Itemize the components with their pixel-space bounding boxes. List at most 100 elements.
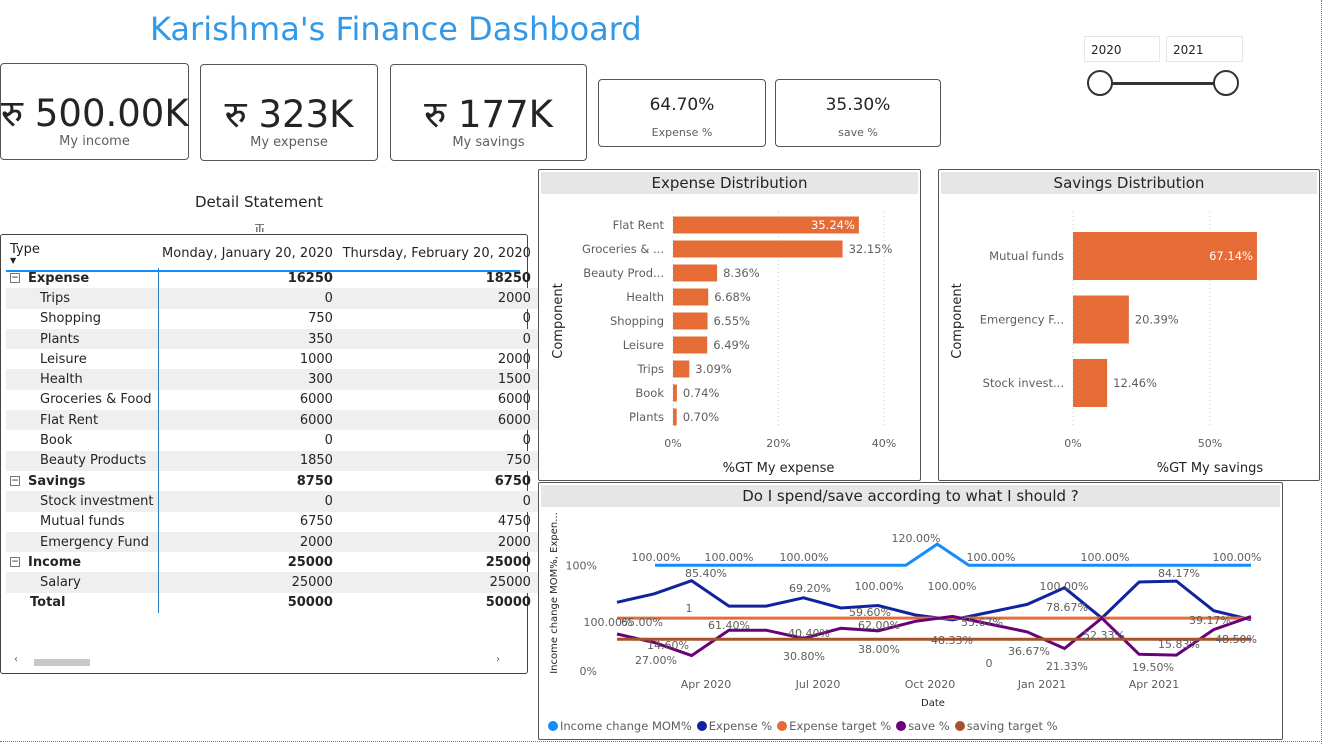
bar: [673, 216, 859, 234]
row-label: Beauty Products: [6, 450, 159, 471]
table-row: Salary 25000 25000: [6, 572, 551, 593]
x-axis-label: Date: [921, 698, 945, 709]
legend-item[interactable]: Expense %: [696, 719, 773, 733]
scroll-right-icon[interactable]: ›: [496, 654, 500, 665]
data-label: 38.00%: [858, 643, 900, 656]
category-label: Plants: [629, 410, 664, 424]
col-jan-header[interactable]: Monday, January 20, 2020: [162, 245, 333, 261]
legend-item[interactable]: save %: [896, 719, 950, 733]
data-label: 100.00%: [780, 551, 829, 564]
collapse-icon[interactable]: −: [10, 476, 20, 487]
table-row: Leisure 1000 2000: [6, 349, 551, 370]
x-tick-label: Oct 2020: [905, 678, 956, 691]
col-feb-header[interactable]: Thursday, February 20, 2020: [342, 245, 531, 261]
sort-arrow-icon[interactable]: ▼: [10, 255, 17, 265]
scroll-thumb[interactable]: [34, 659, 90, 666]
x-tick-label: 40%: [872, 437, 896, 450]
y-axis-label: Component: [551, 283, 566, 358]
legend-item[interactable]: Income change MOM%: [548, 719, 692, 733]
data-label: 100.00%: [1213, 551, 1262, 564]
page-border-bottom: [0, 741, 1322, 742]
scroll-left-icon[interactable]: ‹: [14, 654, 18, 665]
row-label: Shopping: [6, 308, 159, 329]
data-label: 78.67%: [1046, 601, 1088, 614]
cell-value: 0: [324, 433, 333, 449]
cell-value: 50000: [485, 595, 531, 611]
cell-value: 18250: [485, 270, 531, 286]
row-label-text: Leisure: [40, 351, 87, 367]
cell-value: 0: [158, 491, 337, 512]
cell-value: 0: [336, 328, 535, 350]
x-axis-label: %GT My savings: [1157, 461, 1264, 476]
cell-value: 2000: [158, 531, 337, 553]
data-label: 6.55%: [714, 314, 751, 328]
data-label: 35.24%: [811, 218, 855, 232]
data-label: 120.00%: [892, 532, 941, 545]
savings-distribution-chart: 0% 50% Mutual funds 67.14% Emergency F... 20.…: [950, 212, 1264, 476]
data-label: 100.00%: [928, 580, 977, 593]
cell-value: 0: [522, 433, 531, 449]
bar-chart-icon: [256, 225, 264, 232]
data-label: 6.49%: [713, 338, 750, 352]
data-label: 0.70%: [683, 410, 720, 424]
income-card: रु 500.00K My income: [0, 63, 189, 160]
year-slider-end-handle[interactable]: [1213, 70, 1239, 96]
category-label: Leisure: [623, 338, 664, 352]
cell-value: 0: [522, 311, 531, 327]
year-slider-start-handle[interactable]: [1087, 70, 1113, 96]
data-label: 65.00%: [621, 616, 663, 629]
row-label-text: Health: [40, 372, 83, 388]
row-label: Leisure: [6, 349, 159, 370]
data-label: 1: [686, 602, 693, 615]
data-label: 0.74%: [683, 386, 720, 400]
table-row: Health 300 1500: [6, 369, 551, 390]
cell-value: 6750: [494, 473, 531, 489]
row-label: Total: [6, 592, 159, 614]
data-label: 32.15%: [849, 242, 893, 256]
end-year-input[interactable]: 2021: [1166, 36, 1243, 62]
category-label: Groceries & ...: [582, 242, 664, 256]
row-label-text: Mutual funds: [40, 514, 125, 530]
data-label: 100.00%: [1040, 580, 1089, 593]
horizontal-scrollbar[interactable]: ‹ ›: [14, 654, 506, 667]
spend-save-title: Do I spend/save according to what I shou…: [541, 485, 1280, 507]
cell-value: 0: [336, 491, 535, 512]
expense-value: रु 323K: [224, 93, 354, 136]
cell-value: 25000: [485, 554, 531, 570]
bar: [673, 360, 690, 378]
x-tick-label: 20%: [766, 437, 790, 450]
legend-label: Income change MOM%: [560, 719, 692, 733]
start-year-input[interactable]: 2020: [1084, 36, 1160, 62]
expense-distribution-chart: 0% 20% 40% Flat Rent 35.24% Groceries & ... 32…: [551, 212, 896, 476]
data-label: 100.00%: [855, 580, 904, 593]
x-tick-label: Apr 2020: [681, 678, 732, 691]
legend-label: Expense %: [708, 719, 773, 733]
data-label: 100.00%: [1081, 551, 1130, 564]
expense-distribution-panel: Expense Distribution 0% 20% 40% Flat Rent 35…: [538, 169, 921, 481]
save-percent-card: 35.30% save %: [775, 79, 941, 147]
data-label: 48.50%: [1215, 633, 1257, 646]
col-type-header[interactable]: Type ▼: [6, 238, 158, 268]
category-label: Shopping: [610, 314, 664, 328]
bar: [1073, 359, 1108, 407]
statement-menu-icon[interactable]: [255, 217, 264, 232]
legend-item[interactable]: saving target %: [954, 719, 1058, 733]
spend-save-chart: 0% 100% Apr 2020 Jul 2020 Oct 2020 Jan 2021 Ap…: [549, 512, 1262, 709]
collapse-icon[interactable]: −: [10, 557, 20, 568]
page-title: Karishma's Finance Dashboard: [150, 10, 642, 48]
row-label-text: Emergency Fund: [40, 534, 149, 550]
data-label: 61.40%: [708, 619, 750, 632]
statement-matrix: Type ▼ Monday, January 20, 2020 Thursday,…: [6, 238, 551, 614]
table-row: Trips 0 2000: [6, 288, 551, 309]
cell-value: 50000: [287, 595, 333, 611]
legend-label: save %: [908, 719, 950, 733]
year-slider-track[interactable]: [1100, 82, 1226, 85]
bar: [673, 264, 718, 282]
x-tick-label: Apr 2021: [1129, 678, 1180, 691]
bar: [673, 384, 677, 402]
row-label: Mutual funds: [6, 511, 159, 532]
expense-distribution-title: Expense Distribution: [541, 172, 918, 194]
legend-item[interactable]: Expense target %: [777, 719, 891, 733]
category-label: Health: [626, 290, 664, 304]
collapse-icon[interactable]: −: [10, 273, 20, 284]
